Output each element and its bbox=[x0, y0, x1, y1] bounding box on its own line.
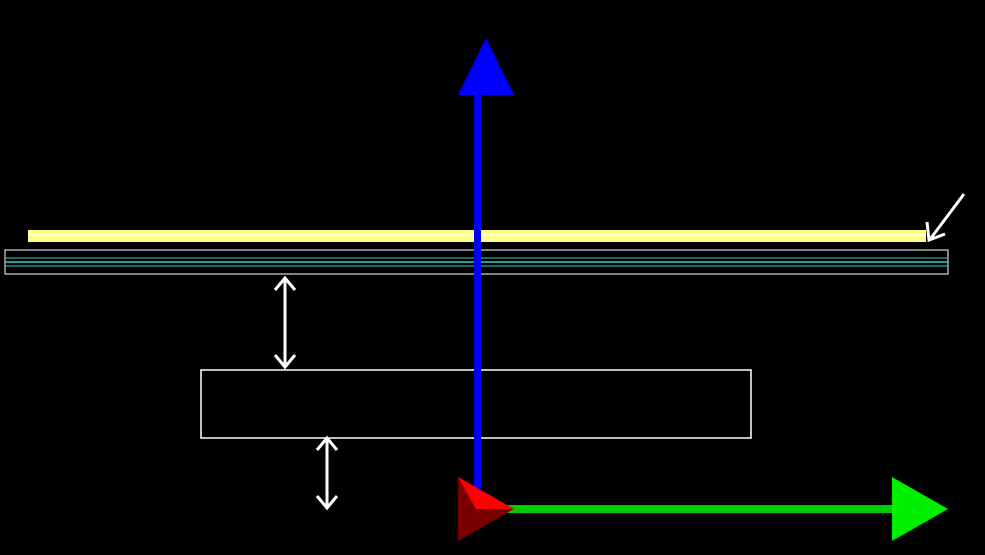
fit-psd-arrow bbox=[273, 275, 297, 370]
calo-fit-arrow bbox=[315, 435, 339, 511]
z-axis-line bbox=[474, 92, 481, 510]
z-axis-arrowhead bbox=[458, 38, 514, 95]
y-axis-arrowhead bbox=[892, 477, 948, 541]
psd-scd-arrow bbox=[925, 193, 966, 243]
x-axis-arrowhead bbox=[458, 477, 514, 509]
y-axis-line bbox=[505, 505, 895, 513]
